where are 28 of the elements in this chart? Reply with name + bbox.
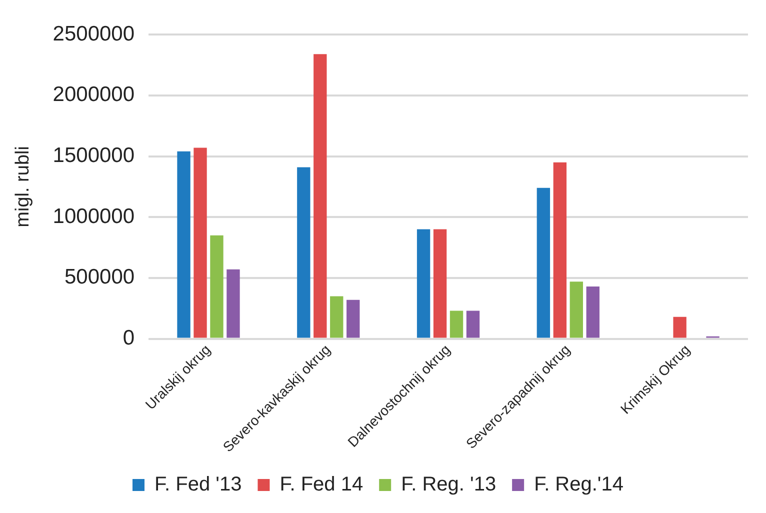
bar [194, 148, 207, 338]
bar [536, 188, 550, 338]
y-axis-title: migl. rubli [12, 146, 34, 228]
y-tick-label: 1500000 [52, 144, 135, 168]
y-tick-label: 500000 [64, 266, 135, 289]
legend-label: F. Fed '13 [154, 474, 242, 496]
bar [416, 229, 430, 338]
legend-label: F. Fed 14 [280, 474, 364, 496]
bar [673, 316, 686, 338]
y-tick-label: 2500000 [52, 22, 135, 46]
bar [314, 54, 327, 338]
bar [226, 269, 240, 338]
bar [586, 286, 600, 338]
bar [346, 300, 360, 338]
bar [297, 167, 310, 338]
y-tick-label: 1000000 [52, 204, 135, 228]
bar [570, 282, 584, 338]
bar [553, 162, 567, 338]
bar [450, 310, 464, 338]
legend-label: F. Reg.'14 [534, 474, 624, 496]
bar [433, 229, 447, 338]
y-tick-label: 0 [122, 326, 135, 350]
y-tick-label: 2000000 [52, 83, 135, 106]
bar [177, 151, 190, 338]
bar [330, 296, 344, 338]
bar [210, 235, 224, 338]
legend-label: F. Reg. '13 [401, 474, 496, 496]
bar [466, 310, 480, 338]
